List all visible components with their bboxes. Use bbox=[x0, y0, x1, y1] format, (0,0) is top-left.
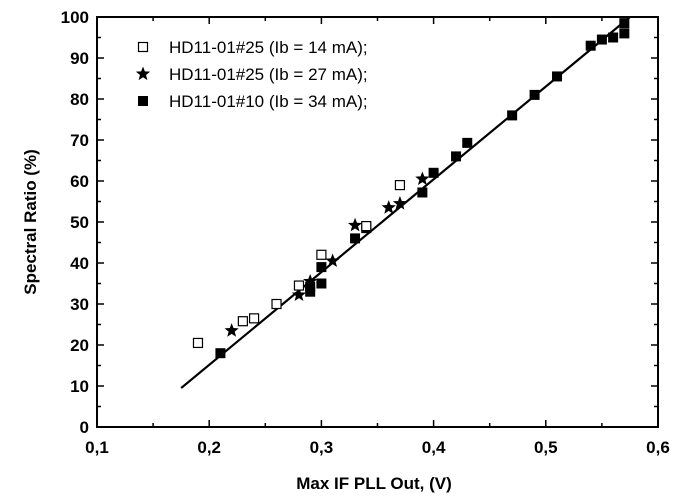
x-tick-label: 0,5 bbox=[534, 438, 558, 457]
data-point-filled-square bbox=[619, 18, 630, 29]
data-point-filled-square bbox=[596, 34, 607, 45]
y-tick-label: 40 bbox=[70, 254, 89, 273]
y-tick-label: 60 bbox=[70, 172, 89, 191]
data-point-filled-square bbox=[529, 89, 540, 100]
data-point-filled-square bbox=[552, 71, 563, 82]
data-point-filled-square bbox=[608, 32, 619, 43]
y-tick-label: 80 bbox=[70, 90, 89, 109]
data-point-open-square bbox=[248, 313, 260, 324]
data-point-open-square bbox=[316, 249, 327, 260]
legend: HD11-01#25 (Ib = 14 mA); HD11-01#25 (Ib =… bbox=[135, 38, 368, 111]
data-point-filled-square bbox=[428, 167, 439, 178]
data-point-open-square bbox=[237, 316, 248, 327]
data-point-open-square bbox=[192, 337, 204, 349]
y-tick-label: 70 bbox=[70, 131, 89, 150]
y-tick-label: 30 bbox=[70, 295, 89, 314]
data-point-star bbox=[303, 273, 318, 288]
data-point-filled-square bbox=[350, 233, 361, 244]
legend-entry-label: HD11-01#10 (Ib = 34 mA); bbox=[169, 92, 368, 111]
data-point-filled-square bbox=[316, 262, 327, 273]
x-axis-title: Max IF PLL Out, (V) bbox=[296, 474, 452, 493]
y-tick-label: 50 bbox=[70, 213, 89, 232]
x-tick-label: 0,1 bbox=[85, 438, 109, 457]
axes: 0,1 0,2 0,3 0,4 0,5 0,6 0 10 20 30 40 50 60 70 80 90 100 bbox=[61, 8, 670, 457]
y-tick-label: 10 bbox=[70, 377, 89, 396]
x-tick-label: 0,6 bbox=[646, 438, 670, 457]
data-point-open-square bbox=[394, 180, 406, 191]
data-point-filled-square bbox=[585, 40, 596, 51]
x-tick-label: 0,2 bbox=[197, 438, 221, 457]
x-tick-label: 0,3 bbox=[310, 438, 334, 457]
data-point-open-square bbox=[271, 298, 282, 310]
y-tick-label: 90 bbox=[70, 49, 89, 68]
y-tick-label: 20 bbox=[70, 336, 89, 355]
data-point-star bbox=[224, 323, 239, 337]
plot-area bbox=[180, 16, 631, 389]
y-tick-label: 100 bbox=[61, 8, 89, 27]
x-tick-label: 0,4 bbox=[422, 438, 446, 457]
data-point-star bbox=[347, 217, 363, 232]
data-point-open-square bbox=[361, 221, 372, 232]
data-point-star bbox=[325, 253, 340, 268]
data-point-star bbox=[392, 196, 408, 210]
legend-entry-label: HD11-01#25 (Ib = 27 mA); bbox=[169, 65, 368, 84]
data-point-filled-square bbox=[462, 137, 473, 148]
legend-marker-star bbox=[135, 66, 151, 81]
data-point-star bbox=[381, 200, 396, 214]
data-point-filled-square bbox=[316, 278, 327, 289]
data-point-star bbox=[415, 171, 430, 186]
data-point-filled-square bbox=[451, 151, 462, 162]
data-point-star bbox=[291, 287, 307, 302]
data-point-filled-square bbox=[417, 187, 428, 198]
data-point-open-square bbox=[293, 280, 305, 291]
legend-marker-filled-square bbox=[138, 96, 148, 106]
data-point-filled-square bbox=[619, 28, 630, 39]
y-axis-title: Spectral Ratio (%) bbox=[21, 149, 40, 294]
data-point-filled-square bbox=[507, 110, 518, 121]
legend-marker-open-square bbox=[137, 41, 149, 53]
data-point-filled-square bbox=[215, 348, 226, 359]
y-tick-label: 0 bbox=[80, 418, 89, 437]
legend-entry-label: HD11-01#25 (Ib = 14 mA); bbox=[169, 38, 368, 57]
